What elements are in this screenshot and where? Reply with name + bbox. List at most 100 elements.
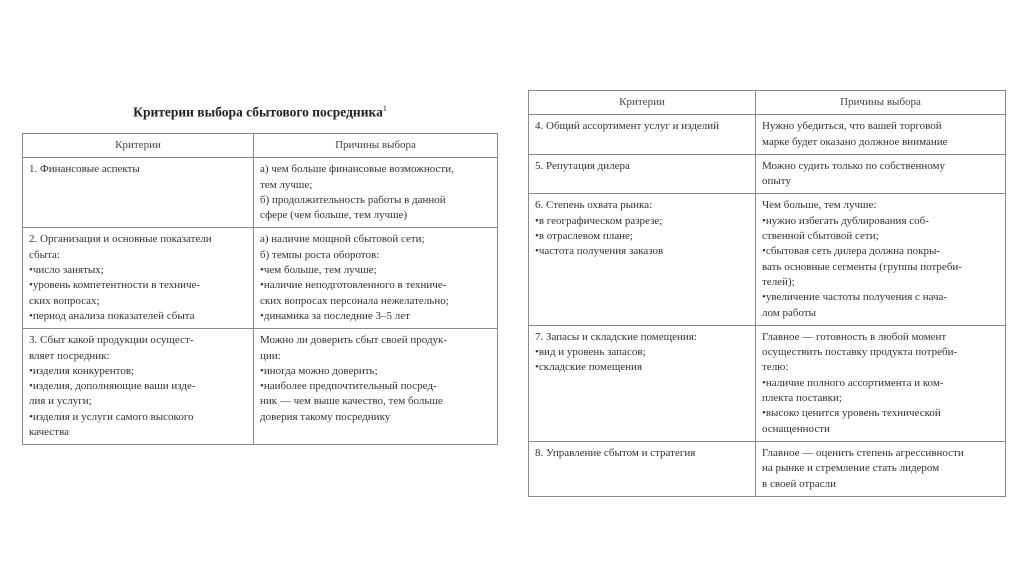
bullet-icon: •	[29, 279, 33, 292]
table-row: 1. Финансовые аспекты а) чем больше финан…	[22, 157, 498, 229]
title-text: Критерии выбора сбытового посредника	[133, 104, 383, 120]
bullet-icon: •	[762, 245, 766, 258]
bullet-icon: •	[762, 214, 766, 227]
cell-line: тем лучше;	[260, 178, 313, 191]
cell-line: •динамика за последние 3–5 лет	[260, 309, 410, 322]
cell-line: Можно судить только по собственному	[762, 159, 945, 172]
criteria-table-left: Критерии Причины выбора 1. Финансовые ас…	[22, 132, 498, 446]
bullet-icon: •	[260, 309, 264, 322]
bullet-icon: •	[29, 380, 33, 393]
cell-line: сбыта:	[29, 248, 60, 261]
table-row: 2. Организация и основные показатели сбыт…	[22, 227, 498, 330]
cell-line: вляет посредник:	[29, 349, 110, 362]
bullet-icon: •	[762, 291, 766, 304]
cell-line: •наличие неподготовленного в техниче-	[260, 279, 447, 292]
table-title: Критерии выбора сбытового посредника1	[22, 104, 498, 121]
criteria-cell: 2. Организация и основные показатели сбыт…	[22, 227, 254, 330]
reasons-cell: Главное — готовность в любой момент осуще…	[755, 324, 1006, 442]
cell-line: доверия такому посреднику	[260, 410, 391, 423]
cell-line: •складские помещения	[535, 361, 643, 374]
table-row: 4. Общий ассортимент услуг и изделий Нужн…	[528, 114, 1006, 155]
cell-line: Чем больше, тем лучше:	[762, 199, 877, 212]
cell-line: качества	[29, 426, 69, 439]
reasons-cell: Нужно убедиться, что вашей торговой марке…	[755, 114, 1006, 155]
cell-line: •наличие полного ассортимента и ком-	[762, 376, 944, 389]
cell-line: телей);	[762, 275, 795, 288]
bullet-icon: •	[260, 364, 264, 377]
cell-line: Главное — оценить степень агрессивности	[762, 446, 964, 459]
cell-line: 6. Степень охвата рынка:	[535, 199, 653, 212]
cell-line: •сбытовая сеть дилера должна покры-	[762, 245, 941, 258]
bullet-icon: •	[29, 264, 33, 277]
bullet-icon: •	[260, 380, 264, 393]
cell-line: осуществить поставку продукта потреби-	[762, 346, 958, 359]
cell-line: ник — чем выше качество, тем больше	[260, 395, 443, 408]
cell-line: плекта поставки;	[762, 392, 842, 405]
cell-line: 4. Общий ассортимент услуг и изделий	[535, 120, 720, 133]
cell-line: •иногда можно доверить;	[260, 364, 378, 377]
cell-line: вать основные сегменты (группы потреби-	[762, 260, 962, 273]
cell-line: ции:	[260, 349, 281, 362]
cell-line: оснащенности	[762, 422, 830, 435]
table-row: 6. Степень охвата рынка: •в географическо…	[528, 193, 1006, 326]
bullet-icon: •	[29, 309, 33, 322]
header-criteria: Критерии	[528, 89, 756, 116]
cell-line: •нужно избегать дублирования соб-	[762, 214, 929, 227]
cell-line: •изделия, дополняющие ваши изде-	[29, 380, 196, 393]
criteria-cell: 8. Управление сбытом и стратегия	[528, 440, 756, 497]
cell-line: •период анализа показателей сбыта	[29, 309, 195, 322]
cell-line: •в географическом разрезе;	[535, 214, 663, 227]
cell-line: в своей отрасли	[762, 477, 837, 490]
table-row: 7. Запасы и складские помещения: •вид и у…	[528, 324, 1006, 442]
reasons-cell: Можно ли доверить сбыт своей продук-ции:…	[253, 328, 498, 446]
cell-line: •в отраслевом плане;	[535, 230, 633, 243]
table-header-row: Критерии Причины выбора	[528, 89, 1006, 116]
cell-line: а) чем больше финансовые возможности,	[260, 163, 454, 176]
criteria-cell: 3. Сбыт какой продукции осущест-вляет по…	[22, 328, 254, 446]
cell-line: марке будет оказано должное внимание	[762, 135, 948, 148]
cell-line: ственной сбытовой сети;	[762, 230, 879, 243]
header-reasons: Причины выбора	[755, 89, 1006, 116]
cell-line: ских вопросах персонала нежелательно;	[260, 294, 449, 307]
cell-line: •уровень компетентности в техниче-	[29, 279, 201, 292]
reasons-cell: а) наличие мощной сбытовой сети; б) темпы…	[253, 227, 498, 330]
cell-line: телю:	[762, 361, 789, 374]
cell-line: •высоко ценится уровень технической	[762, 407, 941, 420]
cell-line: 2. Организация и основные показатели	[29, 233, 212, 246]
footnote-mark: 1	[382, 104, 387, 113]
bullet-icon: •	[260, 279, 264, 292]
bullet-icon: •	[29, 410, 33, 423]
table-row: 3. Сбыт какой продукции осущест-вляет по…	[22, 328, 498, 446]
cell-line: Нужно убедиться, что вашей торговой	[762, 120, 942, 133]
cell-line: •чем больше, тем лучше;	[260, 264, 377, 277]
cell-line: •частота получения заказов	[535, 245, 664, 258]
cell-line: а) наличие мощной сбытовой сети;	[260, 233, 425, 246]
bullet-icon: •	[762, 376, 766, 389]
bullet-icon: •	[535, 346, 539, 359]
cell-line: •вид и уровень запасов;	[535, 346, 646, 359]
criteria-table-right: Критерии Причины выбора 4. Общий ассорти…	[528, 89, 1006, 497]
bullet-icon: •	[29, 364, 33, 377]
cell-line: 3. Сбыт какой продукции осущест-	[29, 334, 194, 347]
header-criteria: Критерии	[22, 132, 254, 159]
cell-line: 8. Управление сбытом и стратегия	[535, 446, 696, 459]
criteria-cell: 7. Запасы и складские помещения: •вид и у…	[528, 324, 756, 442]
cell-line: лия и услуги;	[29, 395, 92, 408]
cell-line: б) продолжительность работы в данной	[260, 193, 446, 206]
reasons-cell: Можно судить только по собственному опыту	[755, 153, 1006, 195]
cell-line: 1. Финансовые аспекты	[29, 163, 140, 176]
criteria-cell: 5. Репутация дилера	[528, 153, 756, 195]
reasons-cell: Чем больше, тем лучше: •нужно избегать ду…	[755, 193, 1006, 326]
bullet-icon: •	[535, 361, 539, 374]
header-reasons: Причины выбора	[253, 132, 498, 159]
cell-line: опыту	[762, 175, 791, 188]
bullet-icon: •	[535, 230, 539, 243]
cell-line: •увеличение частоты получения с нача-	[762, 291, 948, 304]
cell-line: ских вопросах;	[29, 294, 100, 307]
table-row: 5. Репутация дилера Можно судить только п…	[528, 153, 1006, 195]
criteria-cell: 1. Финансовые аспекты	[22, 157, 254, 229]
cell-line: •изделия конкурентов;	[29, 364, 135, 377]
reasons-cell: а) чем больше финансовые возможности, тем…	[253, 157, 498, 229]
cell-line: лом работы	[762, 306, 817, 319]
cell-line: на рынке и стремление стать лидером	[762, 462, 940, 475]
